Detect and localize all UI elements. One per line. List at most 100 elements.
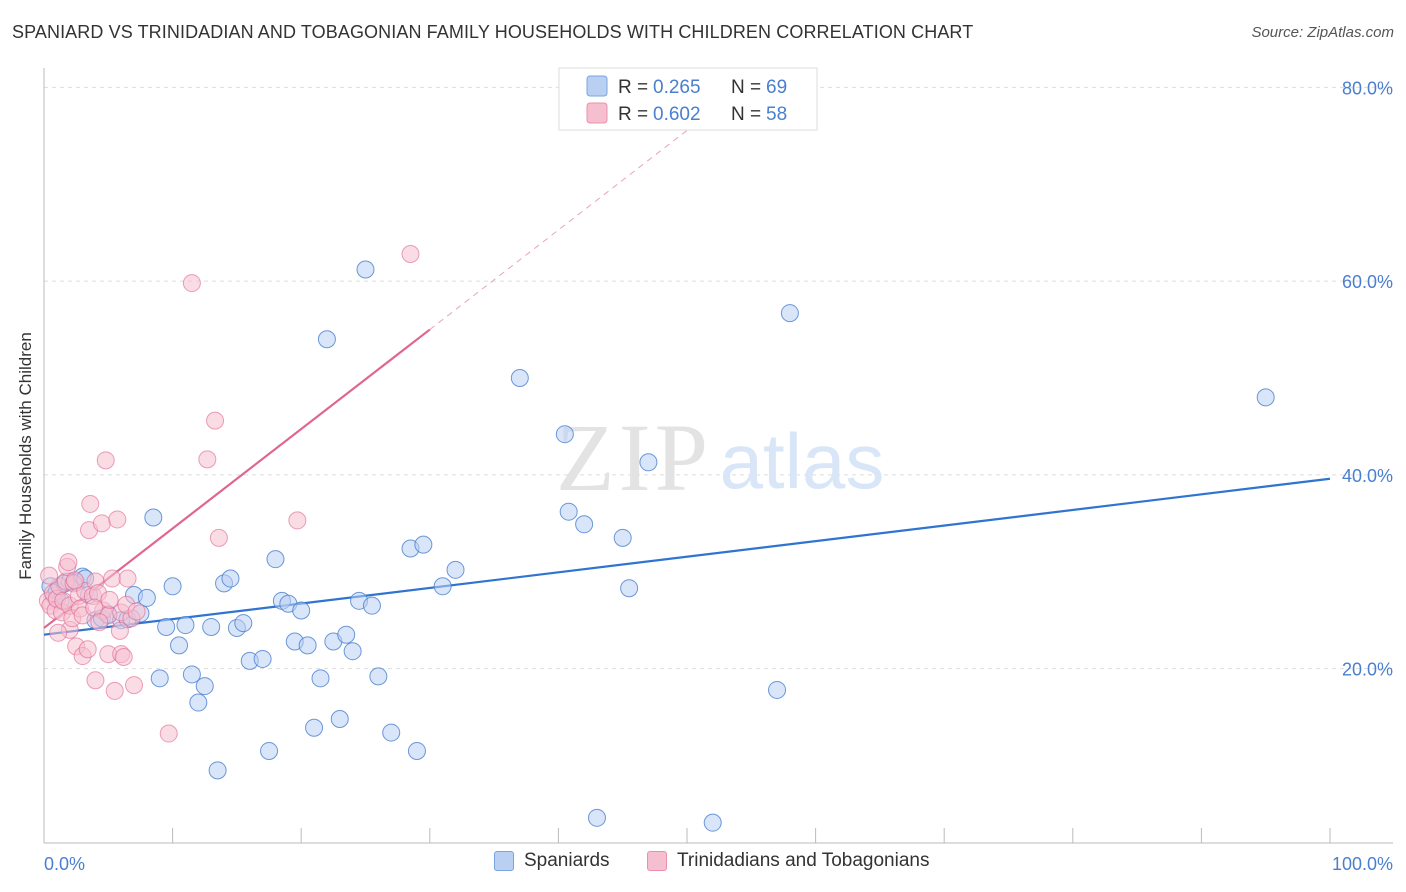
spaniards-points xyxy=(41,260,1275,832)
spaniards-point xyxy=(337,625,356,644)
x-ticks xyxy=(43,828,1331,843)
spaniards-point xyxy=(330,710,349,728)
bottom-legend-label-spaniards: Spaniards xyxy=(524,850,610,871)
spaniards-point xyxy=(587,808,606,827)
spaniards-point xyxy=(1256,388,1275,407)
spaniards-point xyxy=(253,649,272,668)
spaniards-point xyxy=(170,636,189,655)
spaniards-point xyxy=(446,560,465,579)
y-tick-label: 20.0% xyxy=(1342,660,1393,680)
axes xyxy=(43,68,1393,844)
source-credit: Source: ZipAtlas.com xyxy=(1251,24,1394,41)
spaniards-point xyxy=(260,741,279,760)
watermark-atlas: atlas xyxy=(720,417,885,505)
spaniards-point xyxy=(221,569,240,588)
spaniards-point xyxy=(414,535,433,554)
trinidadian-point xyxy=(125,676,144,695)
y-tick-label: 80.0% xyxy=(1342,78,1393,98)
trinidadian-point xyxy=(78,640,97,659)
bottom-legend-swatch-spaniards xyxy=(494,851,514,871)
legend-r-label-1: R = xyxy=(618,77,648,98)
spaniards-point xyxy=(202,617,221,636)
y-tick-labels: 20.0% 40.0% 60.0% 80.0% xyxy=(1342,78,1393,679)
legend-n-label-1: N = xyxy=(731,77,761,98)
legend-swatch-spaniards xyxy=(586,75,608,97)
trinidadian-point xyxy=(198,450,217,469)
trinidadian-point xyxy=(159,724,178,743)
trinidadian-point xyxy=(118,569,137,588)
spaniards-point xyxy=(382,723,401,742)
trinidadian-point xyxy=(49,623,68,642)
x-tick-labels: 0.0% 100.0% xyxy=(44,854,1393,874)
trinidadian-point xyxy=(288,511,307,530)
spaniards-point xyxy=(266,550,285,569)
spaniards-point xyxy=(559,502,578,521)
spaniards-point xyxy=(510,369,529,387)
spaniards-point xyxy=(144,508,163,527)
gridlines xyxy=(44,86,1393,670)
trend-lines xyxy=(43,80,1331,636)
legend-r-value-1: 0.265 xyxy=(653,77,701,98)
spaniards-point xyxy=(703,813,722,832)
watermark: ZIP atlas xyxy=(556,404,884,511)
spaniards-point xyxy=(311,669,330,688)
trinidadian-point xyxy=(100,590,119,609)
trend-line-trinidadians-extension xyxy=(429,80,752,330)
spaniards-point xyxy=(298,636,317,655)
chart-title: SPANIARD VS TRINIDADIAN AND TOBAGONIAN F… xyxy=(12,22,974,42)
bottom-legend-label-trinidadians: Trinidadians and Tobagonians xyxy=(677,850,930,871)
trinidadian-point xyxy=(103,569,122,588)
spaniards-point xyxy=(407,741,426,760)
trinidadian-point xyxy=(182,274,201,293)
x-tick-label: 0.0% xyxy=(44,854,85,874)
legend-r-value-2: 0.602 xyxy=(653,104,701,125)
trinidadian-point xyxy=(92,514,111,533)
spaniards-point xyxy=(137,588,156,607)
spaniards-point xyxy=(292,601,311,620)
x-tick-label: 100.0% xyxy=(1332,854,1393,874)
trend-line-spaniards xyxy=(43,477,1331,636)
legend-swatch-trinidadians xyxy=(586,102,608,124)
spaniards-point xyxy=(639,453,658,472)
spaniards-point xyxy=(575,515,594,534)
trinidadian-point xyxy=(90,613,109,632)
spaniards-point xyxy=(208,761,227,780)
spaniards-point xyxy=(433,577,452,596)
legend-n-label-2: N = xyxy=(731,104,761,125)
spaniards-point xyxy=(305,718,324,737)
y-tick-label: 60.0% xyxy=(1342,272,1393,292)
spaniards-point xyxy=(369,667,388,686)
legend: R = 0.265 N = 69 R = 0.602 N = 58 xyxy=(558,67,818,131)
legend-n-value-1: 69 xyxy=(766,77,787,98)
spaniards-point xyxy=(343,642,362,661)
trinidadian-point xyxy=(110,621,129,640)
trinidadian-point xyxy=(209,528,228,547)
trinidadian-point xyxy=(59,553,78,572)
spaniards-point xyxy=(362,596,381,615)
trinidadian-point xyxy=(127,602,146,621)
spaniards-point xyxy=(176,616,195,635)
trinidadian-point xyxy=(81,494,100,513)
spaniards-point xyxy=(555,425,574,444)
trinidadian-point xyxy=(108,510,127,529)
trinidadian-point xyxy=(401,245,420,263)
spaniards-point xyxy=(150,669,169,688)
watermark-zip: ZIP xyxy=(556,404,712,511)
bottom-legend-swatch-trinidadians xyxy=(647,851,667,871)
legend-r-label-2: R = xyxy=(618,104,648,125)
legend-n-value-2: 58 xyxy=(766,104,787,125)
trinidadian-point xyxy=(86,671,105,690)
spaniards-point xyxy=(163,577,182,596)
bottom-legend-spaniards: Spaniards xyxy=(494,850,610,872)
spaniards-point xyxy=(157,617,176,636)
y-tick-label: 40.0% xyxy=(1342,466,1393,486)
trinidadian-points xyxy=(38,245,420,743)
spaniards-point xyxy=(780,304,799,323)
spaniards-point xyxy=(613,528,632,547)
trinidadian-point xyxy=(206,411,225,430)
trinidadian-point xyxy=(40,566,59,585)
spaniards-point xyxy=(356,260,375,279)
spaniards-point xyxy=(317,330,336,349)
spaniards-point xyxy=(620,579,639,598)
